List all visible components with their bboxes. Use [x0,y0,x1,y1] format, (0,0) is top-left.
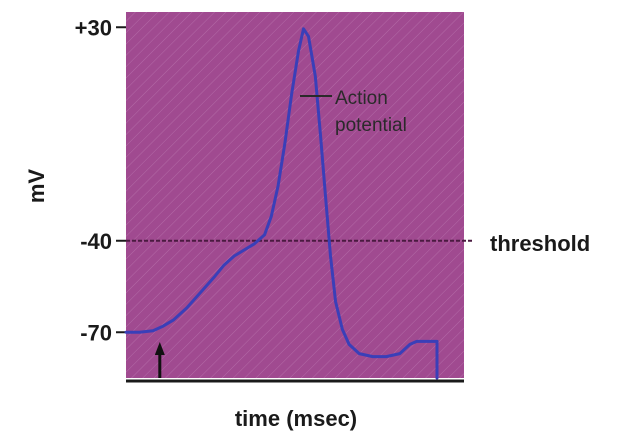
annotation-line2: potential [335,115,407,136]
y-tick-label: +30 [75,15,112,40]
annotation-line1: Action [335,88,388,109]
y-axis-title: mV [24,169,49,204]
x-axis-title: time (msec) [235,406,357,431]
y-tick-label: -40 [80,229,112,254]
threshold-label: threshold [490,231,590,256]
y-axis-ticks: +30 -40 -70 [75,15,126,345]
action-potential-trace [124,27,439,380]
y-tick-label: -70 [80,320,112,345]
stimulus-arrow-head [154,342,165,355]
stimulus-arrow [154,342,165,378]
